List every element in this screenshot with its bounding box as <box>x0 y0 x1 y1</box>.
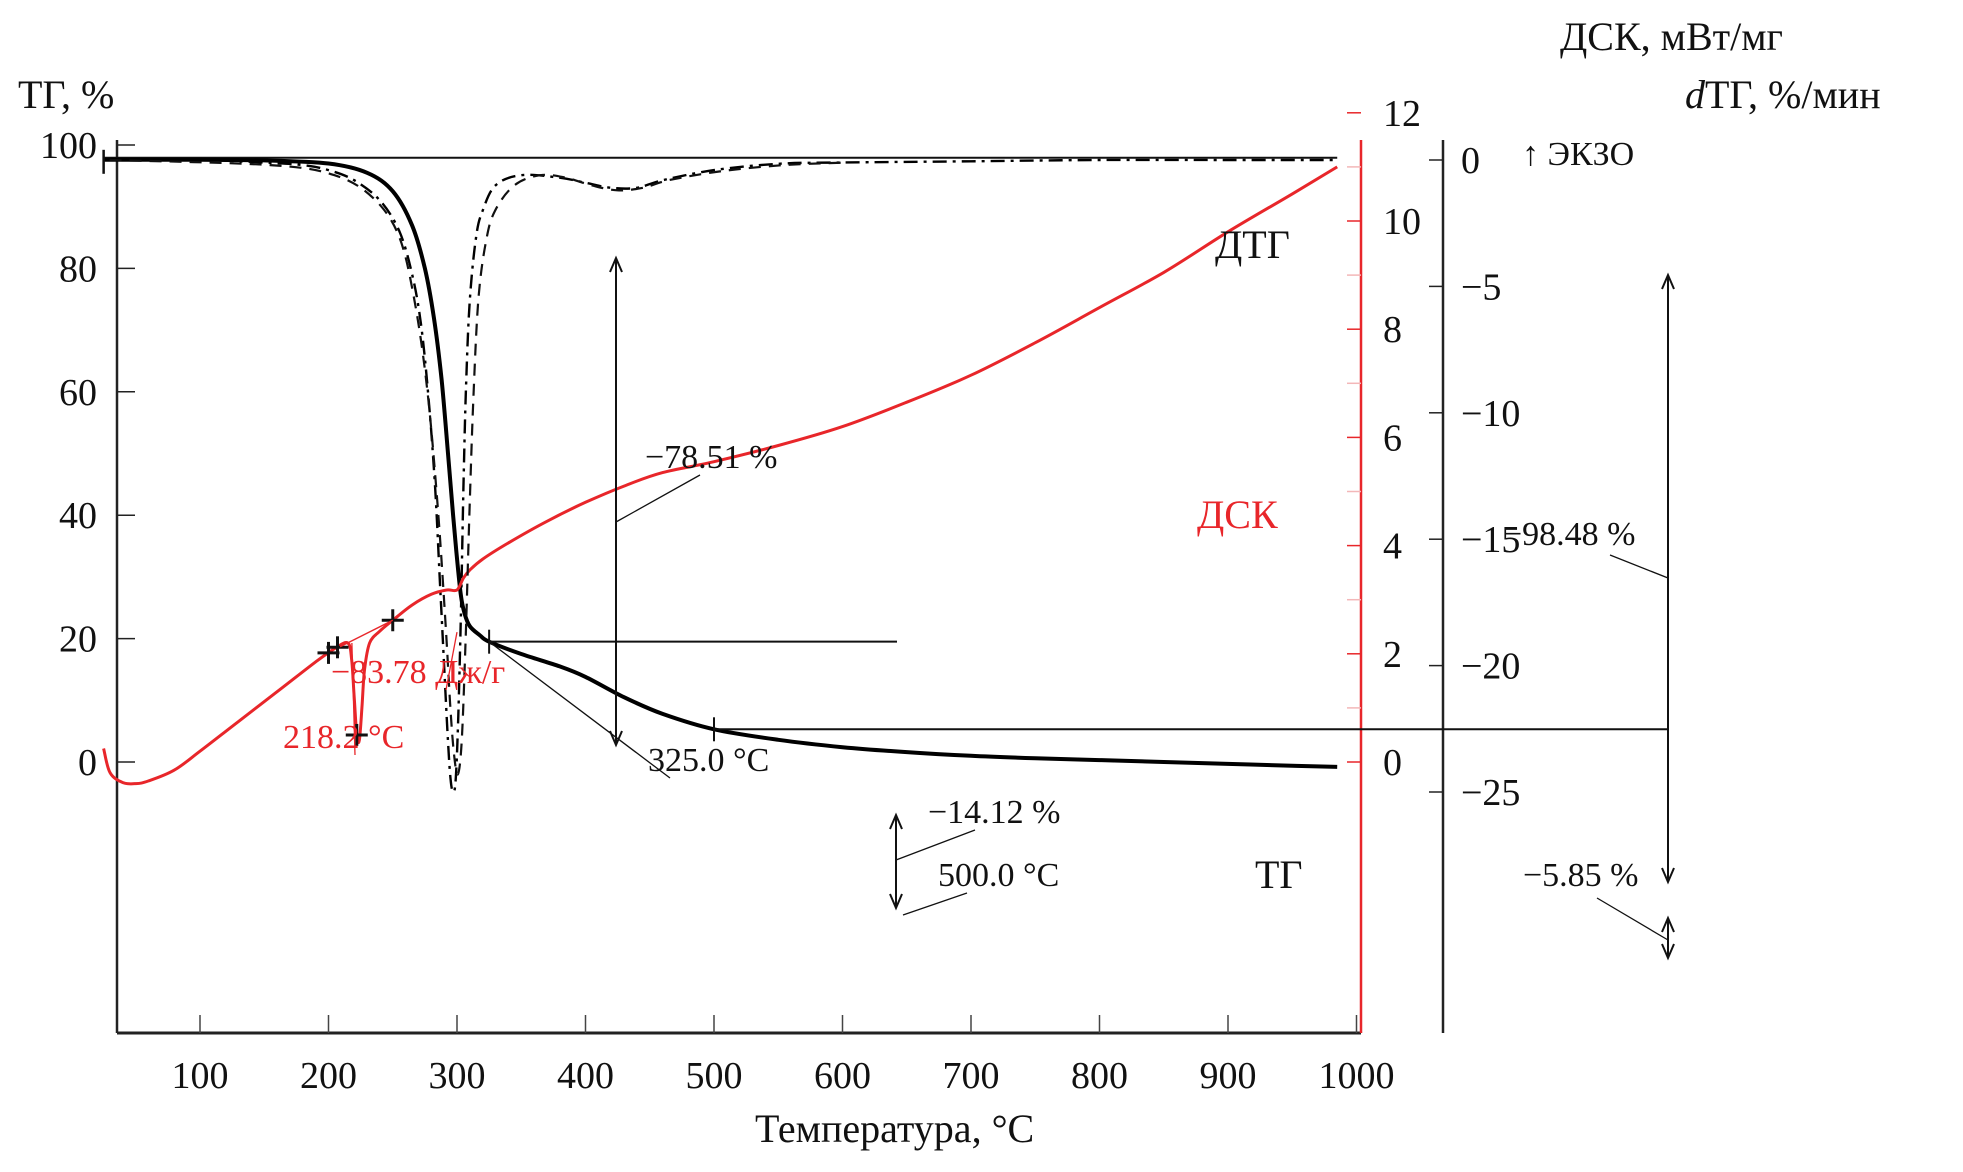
exo-label: ↑ ЭКЗО <box>1522 136 1634 173</box>
dtg-tick-label-0: 0 <box>1461 140 1480 182</box>
x-tick-label-800: 800 <box>1071 1055 1128 1097</box>
total-mass-loss-arrow-head-down <box>1661 867 1675 885</box>
total-mass-loss-leader <box>1609 554 1669 579</box>
tg-axis-title: ТГ, % <box>18 72 114 117</box>
total-mass-loss-label: −98.48 % <box>1503 516 1636 553</box>
x-axis-title: Температура, °C <box>755 1106 1034 1151</box>
dsc-tick-label-2: 2 <box>1383 634 1402 676</box>
dtg-axis-title: dТГ, %/мин <box>1685 72 1881 117</box>
dsc-enthalpy-leader <box>445 632 458 691</box>
total-mass-loss-arrow-head-up <box>1661 272 1675 290</box>
x-tick-label-400: 400 <box>557 1055 614 1097</box>
dtg-axis-title-prefix: d <box>1685 72 1706 117</box>
mass-loss-2-arrow-head-down <box>889 893 903 911</box>
temp-label-500: 500.0 °C <box>938 857 1059 894</box>
mass-loss-label-1: −78.51 % <box>645 439 778 476</box>
mass-loss-label-3: −5.85 % <box>1523 857 1639 894</box>
dsc-axis-title: ДСК, мВт/мг <box>1560 14 1783 59</box>
dsc-peak-baseline <box>339 619 394 648</box>
tg-tick-label-20: 20 <box>59 619 97 661</box>
x-tick-label-300: 300 <box>429 1055 486 1097</box>
ticks-group: 100 200 300 400 500 600 700 800 900 1000020406080… <box>40 93 1520 1097</box>
series-line-ДСК <box>102 165 1338 786</box>
curve-label-tg: ТГ <box>1255 852 1303 897</box>
dsc-tick-label-6: 6 <box>1383 417 1402 459</box>
mass-loss-1-arrow-head-up <box>609 255 623 273</box>
dsc-enthalpy-label: −83.78 Дж/г <box>331 654 505 691</box>
mass-loss-3-leader <box>1596 897 1669 941</box>
curve-label-dsc: ДСК <box>1197 492 1278 537</box>
tg-tick-label-0: 0 <box>78 742 97 784</box>
dtg-dashed-trace <box>109 158 849 776</box>
dtg-tick-label--15: −15 <box>1461 519 1520 561</box>
tg-tick-label-80: 80 <box>59 248 97 290</box>
curve-label-dtg: ДТГ <box>1215 222 1290 267</box>
annotations-group <box>317 255 1675 961</box>
x-tick-label-100: 100 <box>172 1055 229 1097</box>
dtg-tick-label--25: −25 <box>1461 772 1520 814</box>
mass-loss-1-arrow-head-down <box>609 730 623 748</box>
x-tick-label-600: 600 <box>814 1055 871 1097</box>
dtg-tick-label--20: −20 <box>1461 646 1520 688</box>
series-line-ДТГ <box>103 158 1338 794</box>
tg-tick-label-60: 60 <box>59 372 97 414</box>
temp-325-leader <box>488 641 671 779</box>
x-tick-label-700: 700 <box>943 1055 1000 1097</box>
mass-loss-2-leader <box>895 829 976 861</box>
mass-loss-1-leader <box>615 474 701 523</box>
dtg-axis-title-text: ТГ, %/мин <box>1705 72 1881 117</box>
mass-loss-label-2: −14.12 % <box>928 794 1061 831</box>
mass-loss-3-arrow-head-up <box>1661 915 1675 933</box>
dsc-onset-label: 218.2 °C <box>283 719 404 756</box>
dsc-tick-label-8: 8 <box>1383 309 1402 351</box>
dtg-tick-label--5: −5 <box>1461 266 1501 308</box>
mass-loss-3-arrow-head-down <box>1661 943 1675 961</box>
dsc-onset-leader <box>351 642 356 756</box>
dsc-tick-label-0: 0 <box>1383 742 1402 784</box>
axes-group <box>115 140 1445 1035</box>
dsc-tick-label-4: 4 <box>1383 526 1402 568</box>
dsc-tick-label-10: 10 <box>1383 201 1421 243</box>
x-tick-label-900: 900 <box>1200 1055 1257 1097</box>
tg-tick-label-100: 100 <box>40 125 97 167</box>
mass-loss-2-arrow-head-up <box>889 812 903 830</box>
x-tick-label-200: 200 <box>300 1055 357 1097</box>
tg-tick-label-40: 40 <box>59 495 97 537</box>
curves-group <box>102 149 1338 794</box>
temp-label-325: 325.0 °C <box>648 742 769 779</box>
x-tick-label-1000: 1000 <box>1319 1055 1395 1097</box>
dtg-tick-label--10: −10 <box>1461 393 1520 435</box>
temp-500-leader <box>902 892 968 916</box>
dsc-tick-label-12: 12 <box>1383 93 1421 135</box>
x-tick-label-500: 500 <box>686 1055 743 1097</box>
series-line-ТГ <box>103 157 1338 769</box>
